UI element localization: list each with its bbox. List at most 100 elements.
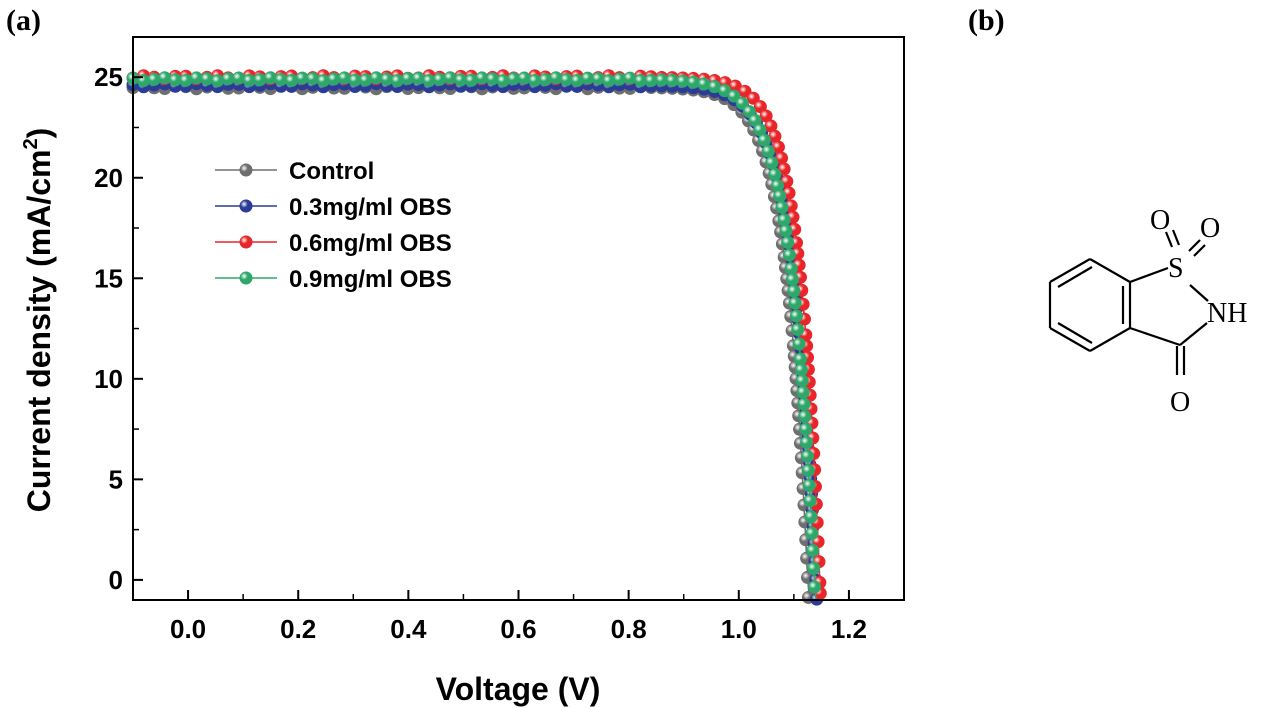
- legend-marker: [239, 271, 253, 285]
- plot-area: [126, 69, 827, 606]
- data-point: [753, 100, 767, 114]
- data-point: [773, 189, 787, 203]
- data-point: [211, 74, 225, 88]
- data-point: [746, 91, 760, 105]
- x-tick-label: 0.6: [500, 614, 536, 644]
- data-point: [779, 224, 793, 238]
- data-point: [359, 73, 373, 87]
- data-point: [805, 526, 819, 540]
- data-point: [496, 74, 510, 88]
- y-axis-label-main: Current density (mA/cm: [21, 150, 57, 513]
- y-tick-label: 20: [94, 163, 123, 193]
- data-point: [735, 96, 749, 110]
- data-point: [804, 510, 818, 524]
- data-point: [795, 374, 809, 388]
- legend-marker: [239, 163, 253, 177]
- data-point: [591, 72, 605, 86]
- data-point: [727, 89, 741, 103]
- y-axis-label-sup: 2: [20, 138, 42, 149]
- data-point: [803, 494, 817, 508]
- x-axis-label: Voltage (V): [436, 671, 601, 707]
- data-point: [806, 544, 820, 558]
- data-point: [768, 167, 782, 181]
- panel-label-a: (a): [6, 4, 41, 37]
- x-tick-label: 1.0: [721, 614, 757, 644]
- data-point: [263, 71, 277, 85]
- data-point: [757, 133, 771, 147]
- x-tick-label: 0.2: [280, 614, 316, 644]
- series-1: [126, 77, 824, 606]
- y-axis-label-close: ): [21, 128, 57, 139]
- atom-o-right: O: [1200, 213, 1220, 244]
- y-tick-label: 25: [94, 62, 123, 92]
- x-tick-label: 1.2: [831, 614, 867, 644]
- data-point: [517, 71, 531, 85]
- data-point: [792, 337, 806, 351]
- y-tick-label: 10: [94, 364, 123, 394]
- data-point: [790, 309, 804, 323]
- data-point: [777, 213, 791, 227]
- data-point: [781, 235, 795, 249]
- series-3: [126, 71, 822, 601]
- data-point: [799, 422, 813, 436]
- series-line: [133, 84, 819, 601]
- atom-nh: NH: [1207, 298, 1247, 329]
- data-point: [797, 397, 811, 411]
- y-tick-label: 5: [109, 464, 123, 494]
- data-point: [253, 73, 267, 87]
- data-point: [782, 248, 796, 262]
- data-point: [800, 435, 814, 449]
- data-point: [794, 363, 808, 377]
- data-point: [807, 561, 821, 575]
- axis-ticks: 0.0 0.2 0.4 0.6 0.8 1.0 1.2 0 5 10 15 20 25: [94, 62, 905, 644]
- legend: Control 0.3mg/ml OBS 0.6mg/ml OBS 0.9mg/ml …: [215, 158, 452, 293]
- series-line: [133, 86, 811, 601]
- data-point: [801, 464, 815, 478]
- data-point: [765, 156, 779, 170]
- legend-label: 0.3mg/ml OBS: [289, 194, 452, 221]
- x-tick-label: 0.4: [390, 614, 427, 644]
- x-tick-label: 0.8: [611, 614, 647, 644]
- y-axis-label: Current density (mA/cm2): [20, 128, 57, 513]
- data-point: [798, 409, 812, 423]
- atom-o-bottom: O: [1170, 387, 1190, 418]
- molecule-atoms: O O S NH O: [1150, 205, 1247, 418]
- panel-label-b: (b): [968, 4, 1005, 37]
- data-point: [786, 272, 800, 286]
- data-point: [538, 73, 552, 87]
- data-point: [775, 200, 789, 214]
- data-point: [801, 449, 815, 463]
- data-point: [791, 323, 805, 337]
- data-point: [788, 296, 802, 310]
- y-tick-label: 0: [109, 565, 123, 595]
- x-tick-label: 0.0: [170, 614, 206, 644]
- data-point: [549, 71, 563, 85]
- data-point: [306, 72, 320, 86]
- data-point: [443, 71, 457, 85]
- series-line: [133, 76, 824, 601]
- series-0: [126, 79, 815, 604]
- data-point: [570, 74, 584, 88]
- data-point: [464, 73, 478, 87]
- atom-sulfur: S: [1168, 253, 1184, 284]
- legend-label: Control: [289, 158, 374, 185]
- data-point: [179, 73, 193, 87]
- data-point: [808, 580, 822, 594]
- data-point: [232, 71, 246, 85]
- legend-marker: [239, 235, 253, 249]
- legend-label: 0.6mg/ml OBS: [289, 230, 452, 257]
- atom-o-left: O: [1150, 205, 1170, 236]
- series-2: [126, 69, 827, 601]
- data-point: [158, 71, 172, 85]
- legend-label: 0.9mg/ml OBS: [289, 266, 452, 293]
- molecule-bonds: [1048, 229, 1209, 375]
- data-point: [796, 385, 810, 399]
- data-point: [411, 71, 425, 85]
- data-point: [390, 74, 404, 88]
- y-tick-label: 15: [94, 263, 123, 293]
- data-point: [802, 478, 816, 492]
- series-line: [133, 78, 817, 601]
- data-point: [337, 71, 351, 85]
- data-point: [761, 144, 775, 158]
